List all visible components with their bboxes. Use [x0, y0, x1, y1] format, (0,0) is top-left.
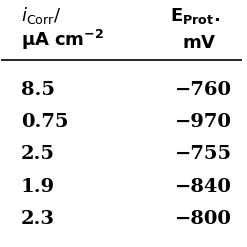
- Text: $i_{\mathrm{Corr}}/$: $i_{\mathrm{Corr}}/$: [21, 5, 61, 26]
- Text: −970: −970: [175, 113, 232, 131]
- Text: −755: −755: [175, 145, 232, 164]
- Text: 8.5: 8.5: [21, 81, 55, 99]
- Text: $\mathbf{E_{Prot}.\/}$: $\mathbf{E_{Prot}.\/}$: [170, 6, 220, 26]
- Text: 2.3: 2.3: [21, 210, 55, 228]
- Text: $\mathbf{mV}$: $\mathbf{mV}$: [182, 35, 217, 52]
- Text: 1.9: 1.9: [21, 178, 55, 196]
- Text: −840: −840: [175, 178, 232, 196]
- Text: −760: −760: [175, 81, 232, 99]
- Text: −800: −800: [175, 210, 232, 228]
- Text: 2.5: 2.5: [21, 145, 55, 164]
- Text: 0.75: 0.75: [21, 113, 68, 131]
- Text: $\mathbf{\mu A\ cm^{-2}}$: $\mathbf{\mu A\ cm^{-2}}$: [21, 28, 103, 52]
